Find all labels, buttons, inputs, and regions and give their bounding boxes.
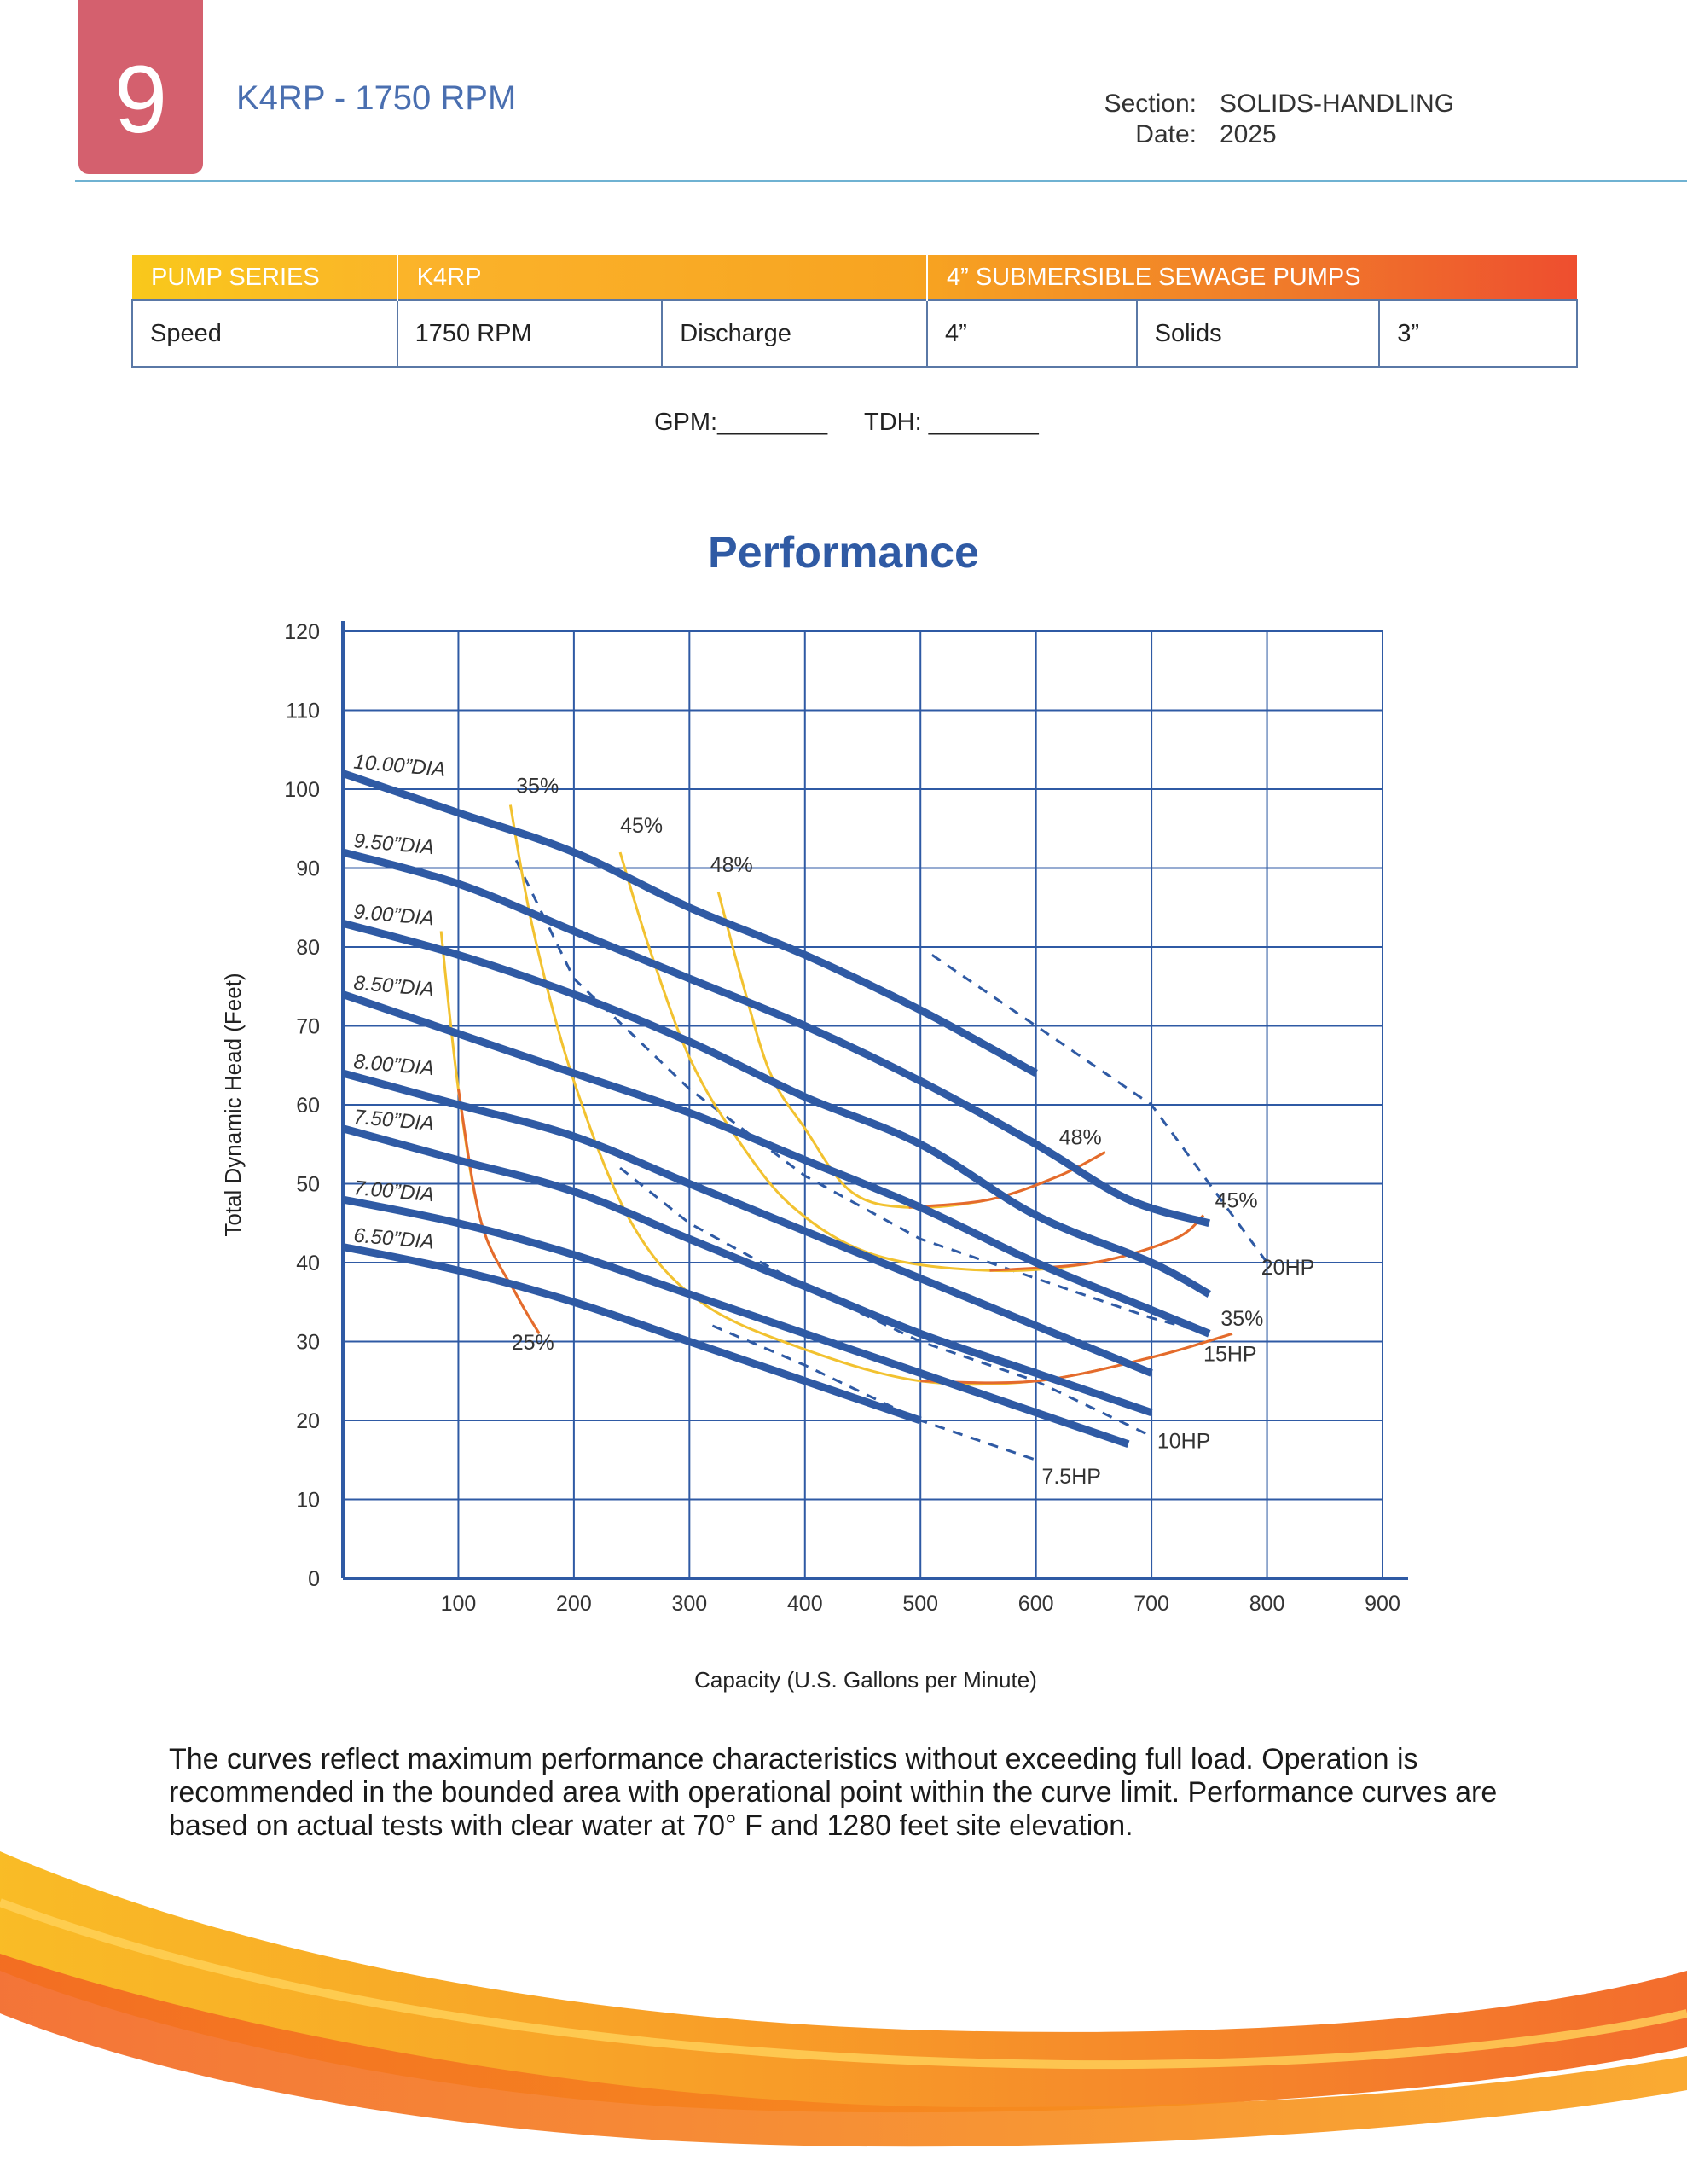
spec-header-cell: 4” SUBMERSIBLE SEWAGE PUMPS [925, 255, 1577, 300]
spec-header-cell: K4RP [396, 255, 927, 300]
impeller-label: 10.00”DIA [352, 751, 446, 781]
curve-annotation: 48% [710, 853, 753, 877]
impeller-curve [342, 1195, 1130, 1449]
impeller-curves [341, 770, 1212, 1449]
x-tick-label: 800 [1249, 1592, 1285, 1616]
y-tick-label: 50 [296, 1173, 320, 1197]
x-tick-label: 700 [1133, 1592, 1169, 1616]
hp-limit-line [514, 859, 1210, 1335]
impeller-curve [342, 1243, 922, 1425]
curve-annotation: 20HP [1261, 1256, 1315, 1280]
impeller-curve [341, 848, 1211, 1228]
x-tick-label: 500 [902, 1592, 938, 1616]
impeller-curve [341, 1069, 1153, 1377]
x-axis-label: Capacity (U.S. Gallons per Minute) [694, 1667, 1037, 1693]
y-tick-label: 80 [296, 936, 320, 960]
curve-annotation: 45% [1215, 1188, 1258, 1212]
spec-cell: Solids [1135, 299, 1381, 368]
chart-title: Performance [708, 528, 979, 578]
efficiency-curve-tail [908, 1151, 1106, 1209]
impeller-curve [341, 770, 1038, 1077]
curve-annotation: 35% [1220, 1307, 1263, 1331]
y-tick-label: 60 [296, 1094, 320, 1118]
curve-annotation: 48% [1059, 1125, 1102, 1149]
x-tick-label: 200 [556, 1592, 592, 1616]
date-value: 2025 [1220, 120, 1277, 148]
y-tick-label: 0 [308, 1567, 320, 1591]
hp-limit-line [930, 954, 1268, 1263]
efficiency-curve-tail [989, 1214, 1205, 1272]
curve-annotation: 15HP [1203, 1343, 1257, 1367]
footnote: The curves reflect maximum performance c… [169, 1743, 1498, 1842]
spec-cell: 3” [1378, 299, 1578, 368]
spec-cell: Speed [131, 299, 398, 368]
curve-annotation: 10HP [1157, 1429, 1211, 1453]
chart-grid [343, 630, 1383, 1578]
x-tick-label: 900 [1365, 1592, 1400, 1616]
section-value: SOLIDS-HANDLING [1220, 90, 1455, 118]
y-tick-label: 30 [296, 1331, 320, 1355]
impeller-curve [341, 1124, 1153, 1417]
performance-chart: 100 200 300 400 500 600 700 800 900 0 10 20 30 40 50 60… [220, 620, 1408, 1693]
y-tick-label: 10 [296, 1489, 320, 1513]
efficiency-curves [439, 804, 1233, 1386]
y-tick-label: 20 [296, 1409, 320, 1433]
gpm-entry[interactable]: GPM:________ [654, 409, 828, 436]
curve-annotation: 25% [512, 1331, 554, 1355]
y-tick-label: 70 [296, 1015, 320, 1039]
x-tick-label: 300 [671, 1592, 707, 1616]
y-tick-label: 120 [284, 620, 320, 644]
spec-header-cell: PUMP SERIES [151, 263, 320, 291]
document-title: K4RP - 1750 RPM [236, 79, 517, 117]
x-tick-label: 100 [441, 1592, 477, 1616]
y-axis-label: Total Dynamic Head (Feet) [220, 973, 246, 1236]
efficiency-curve-tail [920, 1332, 1233, 1385]
curve-annotation: 45% [620, 814, 663, 838]
y-tick-label: 90 [296, 857, 320, 881]
header-divider [75, 180, 1687, 182]
impeller-curve [341, 990, 1211, 1338]
impeller-label: 8.50”DIA [352, 972, 435, 1002]
impeller-curve [341, 919, 1212, 1298]
y-tick-label: 100 [284, 778, 320, 802]
chart-ticks: 100 200 300 400 500 600 700 800 900 0 10 20 30 40 50 60… [284, 620, 1400, 1616]
section-label: Section: [1104, 90, 1197, 118]
spec-cell: 1750 RPM [396, 299, 664, 368]
page-number-badge: 9 [78, 0, 203, 174]
y-tick-label: 40 [296, 1252, 320, 1275]
spec-cell: Discharge [661, 299, 928, 368]
hp-limit-line [711, 1324, 1037, 1461]
x-tick-label: 400 [787, 1592, 823, 1616]
y-tick-label: 110 [286, 700, 320, 723]
x-tick-label: 600 [1018, 1592, 1054, 1616]
spec-header-row: PUMP SERIES K4RP 4” SUBMERSIBLE SEWAGE P… [132, 255, 1577, 300]
spec-table: PUMP SERIES K4RP 4” SUBMERSIBLE SEWAGE P… [131, 255, 1578, 368]
spec-cell: 4” [925, 299, 1138, 368]
curve-annotation: 7.5HP [1041, 1465, 1100, 1489]
tdh-entry[interactable]: TDH: ________ [864, 409, 1039, 436]
efficiency-curve-tail [456, 1089, 541, 1335]
curve-annotation: 35% [516, 775, 559, 799]
decorative-swoosh [0, 1851, 1687, 2147]
spec-row: Speed 1750 RPM Discharge 4” Solids 3” [131, 299, 1578, 368]
date-label: Date: [1135, 120, 1197, 148]
chart-axes [341, 621, 1408, 1580]
